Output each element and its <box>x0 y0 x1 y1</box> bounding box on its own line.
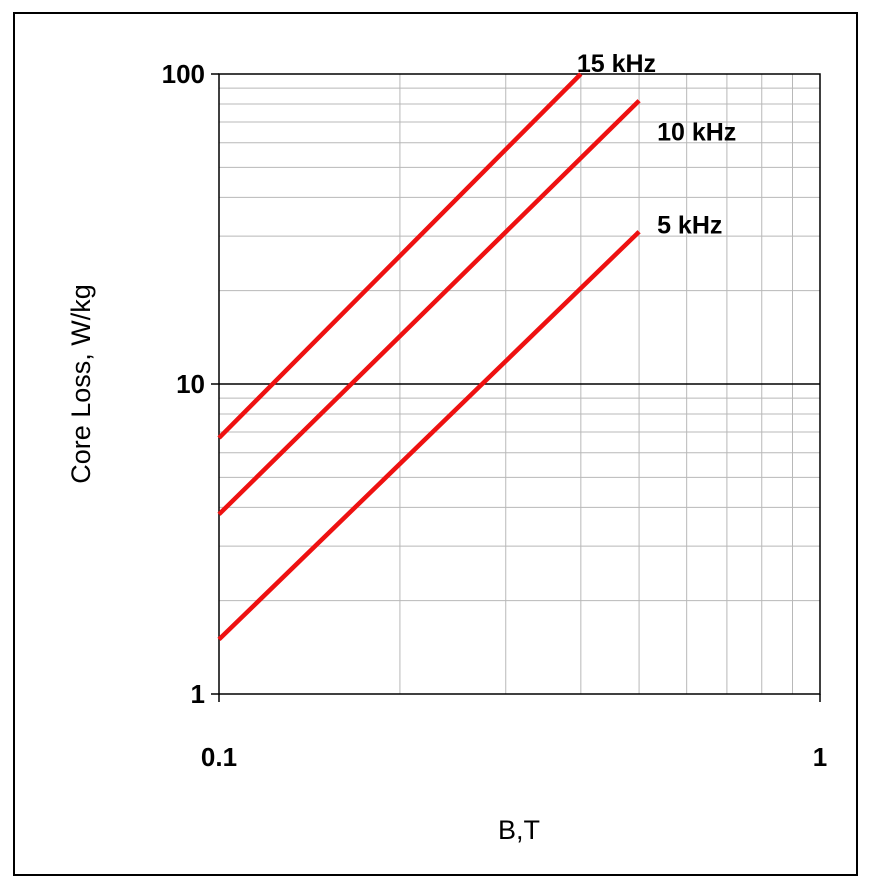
y-axis-title: Core Loss, W/kg <box>66 284 96 484</box>
chart-frame <box>13 12 858 876</box>
minor-gridlines <box>219 74 820 694</box>
series-line-15-khz <box>217 72 583 440</box>
y-tick-label-1: 1 <box>191 679 205 709</box>
y-tick-label-10: 10 <box>176 369 205 399</box>
y-tick-label-100: 100 <box>162 59 205 89</box>
series-label-15-khz: 15 kHz <box>577 50 656 78</box>
series-label-10-khz: 10 kHz <box>657 119 736 147</box>
plot-area-border <box>218 73 821 695</box>
x-tick-label-1: 1 <box>813 742 827 772</box>
series-line-5-khz <box>217 230 641 642</box>
major-gridlines <box>211 73 821 702</box>
x-tick-label-0-1: 0.1 <box>201 742 237 772</box>
series-line-10-khz <box>217 99 641 516</box>
x-axis-title: B,T <box>498 815 540 845</box>
series-label-5-khz: 5 kHz <box>657 212 722 240</box>
series-lines <box>217 72 641 642</box>
